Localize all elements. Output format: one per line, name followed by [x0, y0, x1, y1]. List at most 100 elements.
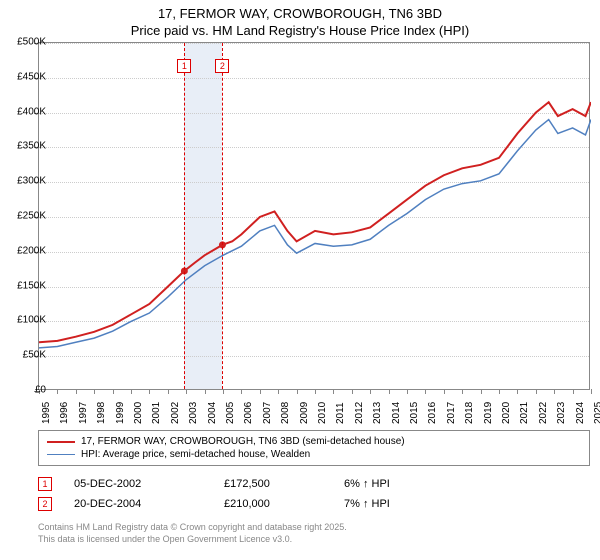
- x-tick-label: 2017: [446, 402, 457, 424]
- legend-swatch: [47, 441, 75, 443]
- chart-container: 17, FERMOR WAY, CROWBOROUGH, TN6 3BD Pri…: [0, 0, 600, 560]
- sale-row-marker: 2: [38, 497, 52, 511]
- x-tick-label: 2002: [170, 402, 181, 424]
- x-tick-mark: [76, 389, 77, 394]
- x-tick-mark: [407, 389, 408, 394]
- series-line: [39, 120, 591, 348]
- sale-price: £172,500: [224, 478, 344, 490]
- legend-box: 17, FERMOR WAY, CROWBOROUGH, TN6 3BD (se…: [38, 430, 590, 466]
- x-tick-mark: [389, 389, 390, 394]
- x-tick-mark: [205, 389, 206, 394]
- x-tick-mark: [517, 389, 518, 394]
- x-tick-label: 2000: [133, 402, 144, 424]
- legend-label: 17, FERMOR WAY, CROWBOROUGH, TN6 3BD (se…: [81, 436, 405, 447]
- sale-marker-line: [184, 43, 185, 389]
- sale-marker-box: 1: [177, 59, 191, 73]
- x-tick-mark: [352, 389, 353, 394]
- x-tick-mark: [333, 389, 334, 394]
- x-tick-label: 2010: [317, 402, 328, 424]
- legend-item: 17, FERMOR WAY, CROWBOROUGH, TN6 3BD (se…: [47, 435, 581, 448]
- sale-row: 2 20-DEC-2004£210,0007% ↑ HPI: [38, 494, 444, 514]
- x-tick-label: 2020: [501, 402, 512, 424]
- x-tick-mark: [186, 389, 187, 394]
- chart-plot-area: 12: [38, 42, 590, 390]
- x-tick-label: 1998: [96, 402, 107, 424]
- x-tick-label: 2009: [299, 402, 310, 424]
- sales-table: 1 05-DEC-2002£172,5006% ↑ HPI 2 20-DEC-2004…: [38, 474, 444, 514]
- chart-svg: [39, 43, 591, 391]
- x-tick-label: 2005: [225, 402, 236, 424]
- x-tick-mark: [223, 389, 224, 394]
- x-tick-mark: [149, 389, 150, 394]
- x-tick-mark: [462, 389, 463, 394]
- x-tick-label: 2012: [354, 402, 365, 424]
- footer-attribution: Contains HM Land Registry data © Crown c…: [38, 522, 347, 545]
- y-tick-label: £450K: [6, 71, 46, 82]
- x-tick-mark: [591, 389, 592, 394]
- x-tick-label: 2013: [372, 402, 383, 424]
- footer-line1: Contains HM Land Registry data © Crown c…: [38, 522, 347, 534]
- x-tick-mark: [315, 389, 316, 394]
- y-tick-label: £250K: [6, 211, 46, 222]
- x-tick-label: 2019: [483, 402, 494, 424]
- title-line2: Price paid vs. HM Land Registry's House …: [0, 23, 600, 38]
- x-tick-label: 2018: [464, 402, 475, 424]
- x-tick-label: 2022: [538, 402, 549, 424]
- sale-pct: 7% ↑ HPI: [344, 498, 444, 510]
- x-tick-mark: [297, 389, 298, 394]
- y-tick-label: £50K: [6, 350, 46, 361]
- sale-date: 20-DEC-2004: [74, 498, 224, 510]
- x-tick-mark: [278, 389, 279, 394]
- y-tick-label: £100K: [6, 315, 46, 326]
- y-tick-label: £500K: [6, 37, 46, 48]
- x-tick-mark: [260, 389, 261, 394]
- x-tick-label: 2024: [575, 402, 586, 424]
- x-tick-mark: [444, 389, 445, 394]
- sale-marker-line: [222, 43, 223, 389]
- legend-item: HPI: Average price, semi-detached house,…: [47, 448, 581, 461]
- y-tick-label: £400K: [6, 106, 46, 117]
- x-tick-label: 2003: [188, 402, 199, 424]
- x-tick-mark: [131, 389, 132, 394]
- x-tick-mark: [425, 389, 426, 394]
- sale-pct: 6% ↑ HPI: [344, 478, 444, 490]
- sale-row: 1 05-DEC-2002£172,5006% ↑ HPI: [38, 474, 444, 494]
- x-tick-label: 1997: [78, 402, 89, 424]
- x-tick-label: 2006: [243, 402, 254, 424]
- sale-date: 05-DEC-2002: [74, 478, 224, 490]
- legend-swatch: [47, 454, 75, 456]
- x-tick-label: 2001: [151, 402, 162, 424]
- x-tick-mark: [481, 389, 482, 394]
- y-tick-label: £0: [6, 385, 46, 396]
- sale-marker-box: 2: [215, 59, 229, 73]
- x-tick-mark: [499, 389, 500, 394]
- x-tick-label: 2016: [427, 402, 438, 424]
- x-tick-mark: [241, 389, 242, 394]
- y-tick-label: £300K: [6, 176, 46, 187]
- x-tick-mark: [536, 389, 537, 394]
- sale-row-marker: 1: [38, 477, 52, 491]
- footer-line2: This data is licensed under the Open Gov…: [38, 534, 347, 546]
- x-tick-label: 2015: [409, 402, 420, 424]
- x-tick-label: 2004: [207, 402, 218, 424]
- series-line: [39, 102, 591, 342]
- x-tick-label: 1995: [41, 402, 52, 424]
- x-tick-label: 2014: [391, 402, 402, 424]
- x-tick-label: 2007: [262, 402, 273, 424]
- sale-price: £210,000: [224, 498, 344, 510]
- x-tick-mark: [554, 389, 555, 394]
- y-tick-label: £150K: [6, 280, 46, 291]
- x-tick-label: 1996: [59, 402, 70, 424]
- x-tick-label: 2025: [593, 402, 600, 424]
- title-block: 17, FERMOR WAY, CROWBOROUGH, TN6 3BD Pri…: [0, 0, 600, 38]
- x-tick-label: 2023: [556, 402, 567, 424]
- x-tick-mark: [57, 389, 58, 394]
- x-tick-mark: [573, 389, 574, 394]
- x-tick-mark: [370, 389, 371, 394]
- x-tick-mark: [168, 389, 169, 394]
- x-tick-label: 2011: [335, 402, 346, 424]
- x-tick-label: 2008: [280, 402, 291, 424]
- y-tick-label: £200K: [6, 245, 46, 256]
- x-tick-label: 2021: [519, 402, 530, 424]
- x-tick-mark: [94, 389, 95, 394]
